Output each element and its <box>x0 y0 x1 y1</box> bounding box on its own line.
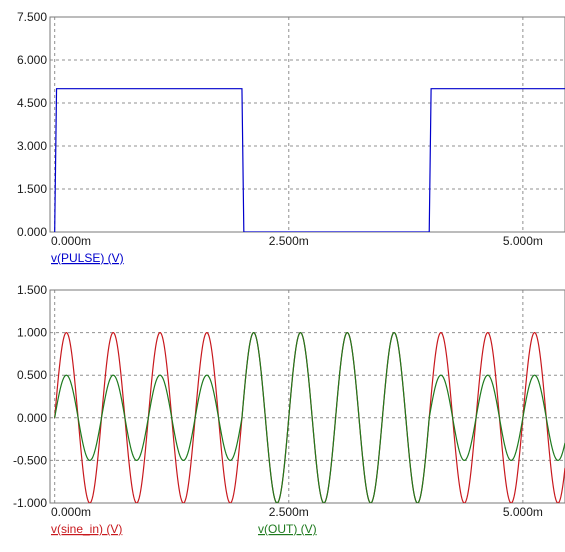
sine-y-tick-label: -0.500 <box>13 453 47 467</box>
sine-output-waveform-panel: -1.000 -0.500 0.000 0.500 1.000 1.500 0.000m 2… <box>13 283 565 536</box>
sine-legend: v(sine_in) (V) v(OUT) (V) <box>51 522 317 536</box>
legend-out-label[interactable]: v(OUT) (V) <box>258 522 317 536</box>
pulse-waveform-panel: 0.000 1.500 3.000 4.500 6.000 7.500 0.000m 2.5… <box>17 10 565 265</box>
legend-pulse-label[interactable]: v(PULSE) (V) <box>51 251 124 265</box>
pulse-plot-frame <box>49 16 565 233</box>
pulse-y-tick-label: 0.000 <box>17 225 47 239</box>
pulse-y-tick-label: 1.500 <box>17 182 47 196</box>
pulse-y-axis-ticks: 0.000 1.500 3.000 4.500 6.000 7.500 <box>17 10 47 239</box>
sine-y-tick-label: 0.500 <box>17 368 47 382</box>
pulse-y-tick-label: 3.000 <box>17 139 47 153</box>
pulse-x-tick-label: 2.500m <box>269 234 309 248</box>
pulse-x-tick-label: 0.000m <box>51 234 91 248</box>
sine-y-tick-label: -1.000 <box>13 496 47 510</box>
sine-x-tick-label: 0.000m <box>51 505 91 519</box>
sine-y-tick-label: 1.500 <box>17 283 47 297</box>
sine-series-lines <box>54 331 565 503</box>
legend-sine-in-label[interactable]: v(sine_in) (V) <box>51 522 122 536</box>
sine-x-tick-label: 2.500m <box>269 505 309 519</box>
pulse-x-axis-ticks: 0.000m 2.500m 5.000m <box>51 234 543 248</box>
pulse-y-tick-label: 7.500 <box>17 10 47 24</box>
pulse-series-lines <box>54 88 565 232</box>
series-line-1-1 <box>54 331 565 503</box>
series-line-0-0 <box>54 88 565 232</box>
sine-plot-frame <box>49 289 565 504</box>
pulse-x-tick-label: 5.000m <box>503 234 543 248</box>
sine-x-axis-ticks: 0.000m 2.500m 5.000m <box>51 505 543 519</box>
sine-x-tick-label: 5.000m <box>503 505 543 519</box>
pulse-plot-grid <box>50 17 565 232</box>
sine-y-tick-label: 1.000 <box>17 326 47 340</box>
sine-y-axis-ticks: -1.000 -0.500 0.000 0.500 1.000 1.500 <box>13 283 47 510</box>
pulse-y-tick-label: 4.500 <box>17 96 47 110</box>
sine-y-tick-label: 0.000 <box>17 411 47 425</box>
pulse-y-tick-label: 6.000 <box>17 53 47 67</box>
sine-plot-grid <box>50 290 565 503</box>
pulse-legend: v(PULSE) (V) <box>51 251 124 265</box>
